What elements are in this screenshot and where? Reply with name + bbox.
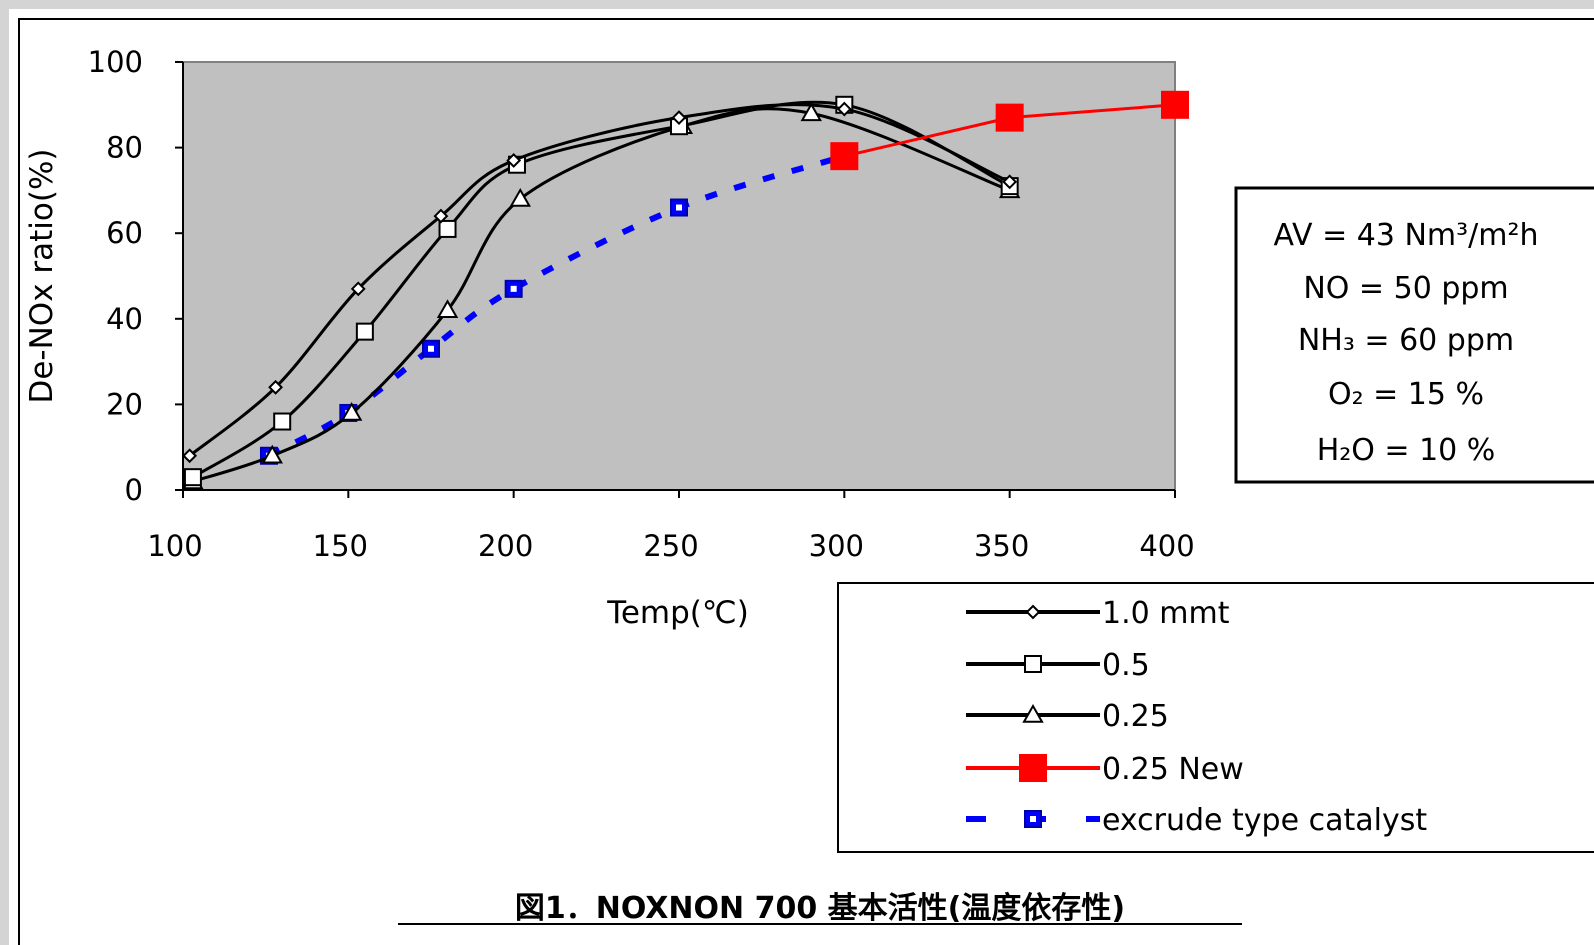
series-3 <box>830 90 1189 171</box>
data-point <box>350 281 366 297</box>
y-tick-labels: 0 20 40 60 80 100 <box>88 45 143 507</box>
data-point <box>273 412 292 431</box>
y-tick-label: 40 <box>106 302 143 336</box>
x-tick-label: 350 <box>974 529 1029 563</box>
data-point <box>836 101 852 117</box>
legend: 1.0 mmt 0.5 0.25 0.25 New excrude type catal… <box>966 596 1427 838</box>
data-point-highlight <box>428 345 434 352</box>
data-point <box>438 219 457 238</box>
data-point <box>506 153 522 168</box>
legend-entry: 0.25 <box>966 699 1169 734</box>
y-axis-title: De-NOx ratio(%) <box>24 148 60 403</box>
legend-entry: 0.5 <box>966 648 1150 683</box>
data-point <box>261 444 284 464</box>
data-point-highlight <box>676 204 682 211</box>
legend-label: excrude type catalyst <box>1102 803 1427 838</box>
legend-entry: excrude type catalyst <box>966 803 1427 838</box>
data-point-highlight <box>510 285 517 292</box>
condition-nh3: NH₃ = 60 ppm <box>1298 323 1514 358</box>
data-point <box>509 187 532 207</box>
x-tick-label: 200 <box>478 529 533 563</box>
data-point <box>182 448 198 464</box>
figure-caption: 図1．NOXNON 700 基本活性(温度依存性) <box>515 891 1125 926</box>
legend-marker <box>1022 703 1044 723</box>
y-tick-label: 100 <box>88 45 143 79</box>
data-point <box>436 299 459 318</box>
series-layer <box>182 90 1189 490</box>
legend-entry: 1.0 mmt <box>966 596 1230 631</box>
legend-entry: 0.25 New <box>966 752 1244 787</box>
x-tick-label: 400 <box>1139 529 1194 563</box>
data-point <box>1161 90 1189 119</box>
y-tick-label: 0 <box>125 473 143 507</box>
legend-marker <box>1019 754 1047 782</box>
series-0 <box>182 101 1018 464</box>
condition-no: NO = 50 ppm <box>1303 271 1508 306</box>
x-axis-title: Temp(℃) <box>606 595 749 631</box>
x-tick-label: 300 <box>809 529 864 563</box>
axis-ticks <box>175 61 1176 498</box>
data-point <box>800 102 822 122</box>
x-tick-labels: 100 150 200 250 300 350 400 <box>147 529 1194 563</box>
legend-marker <box>1025 604 1041 620</box>
legend-marker <box>1024 655 1042 673</box>
legend-box <box>837 582 1594 853</box>
data-point <box>1002 174 1018 190</box>
legend-label: 0.5 <box>1102 648 1150 683</box>
data-point <box>268 379 284 395</box>
condition-o2: O₂ = 15 % <box>1328 377 1484 412</box>
legend-label: 0.25 New <box>1102 752 1244 787</box>
data-point <box>830 142 859 171</box>
condition-h2o: H₂O = 10 % <box>1317 433 1496 468</box>
condition-av: AV = 43 Nm³/m²h <box>1273 218 1538 253</box>
data-point <box>340 401 363 421</box>
x-tick-label: 100 <box>147 529 202 563</box>
y-tick-label: 80 <box>106 131 143 165</box>
x-tick-label: 150 <box>313 529 368 563</box>
y-tick-label: 60 <box>106 216 143 250</box>
data-point <box>433 208 449 224</box>
legend-marker-highlight <box>1030 816 1036 822</box>
data-point <box>995 103 1024 132</box>
x-tick-label: 250 <box>643 529 698 563</box>
y-tick-label: 20 <box>106 387 143 421</box>
conditions-box <box>1234 186 1594 484</box>
data-point <box>355 322 374 341</box>
legend-label: 0.25 <box>1102 699 1169 734</box>
data-point <box>671 110 687 126</box>
data-point <box>183 468 202 487</box>
legend-label: 1.0 mmt <box>1102 596 1230 631</box>
